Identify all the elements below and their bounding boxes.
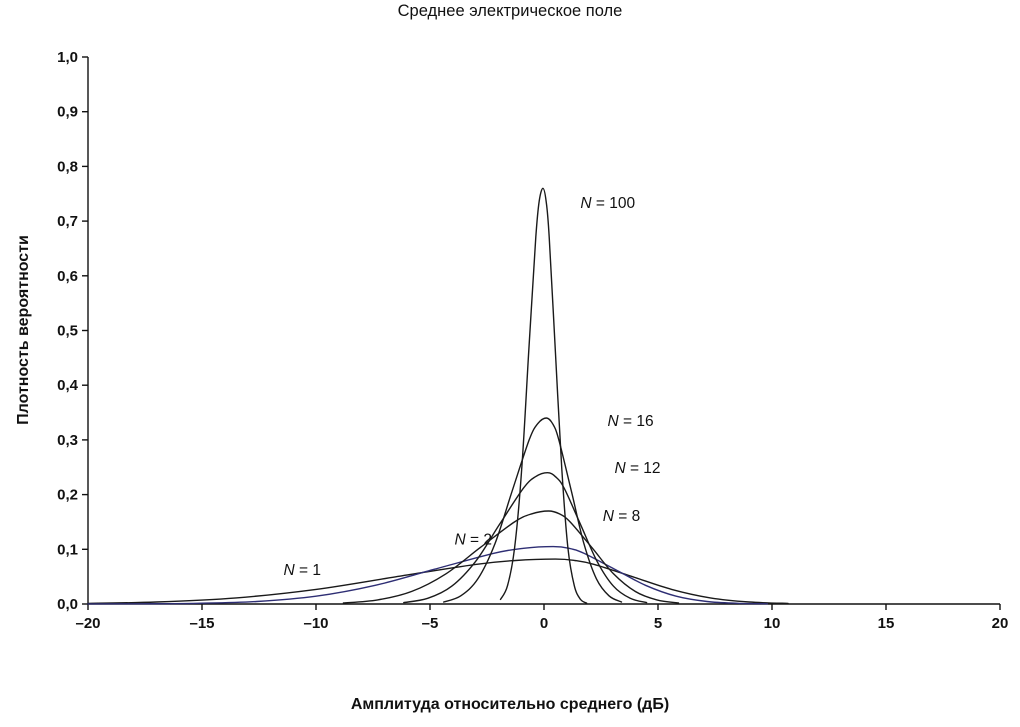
y-tick-label: 0,4 <box>57 377 79 394</box>
curve-label-N-symbol: N <box>614 460 626 477</box>
y-tick-label: 0,8 <box>57 158 78 175</box>
curve-label-N-12: N = 12 <box>614 460 660 477</box>
curve-N-16 <box>443 417 623 603</box>
curve-label-value: = 8 <box>614 508 640 525</box>
x-tick-label: –5 <box>422 615 439 632</box>
x-tick-label: 0 <box>540 615 548 632</box>
curve-N-2 <box>87 545 769 605</box>
x-tick-label: –15 <box>189 615 214 632</box>
y-tick-label: 0,7 <box>57 213 78 230</box>
x-axis-title: Амплитуда относительно среднего (дБ) <box>350 696 670 713</box>
x-tick-label: 10 <box>764 615 781 632</box>
y-tick-label: 0,3 <box>57 432 78 449</box>
x-tick-label: 20 <box>992 615 1009 632</box>
curve-label-N-100: N = 100 <box>580 195 635 212</box>
curve-label-N-symbol: N <box>455 532 467 549</box>
x-tick-label: 15 <box>878 615 895 632</box>
curve-label-N-1: N = 1 <box>284 562 322 579</box>
curve-label-value: = 12 <box>626 460 661 477</box>
curve-N-12 <box>403 472 648 604</box>
x-tick-label: –10 <box>303 615 328 632</box>
curve-N-1 <box>87 558 789 605</box>
curve-label-N-16: N = 16 <box>608 413 654 430</box>
curve-label-value: = 100 <box>592 195 636 212</box>
curve-label-N-symbol: N <box>603 508 615 525</box>
y-tick-label: 0,0 <box>57 596 78 613</box>
x-tick-label: 5 <box>654 615 662 632</box>
y-tick-label: 0,5 <box>57 323 78 340</box>
y-tick-label: 1,0 <box>57 49 78 66</box>
curve-N-100 <box>499 187 588 604</box>
curve-label-N-symbol: N <box>580 195 592 212</box>
x-tick-label: –20 <box>75 615 100 632</box>
curve-label-N-symbol: N <box>608 413 620 430</box>
axis-lines <box>87 57 1000 605</box>
y-tick-label: 0,6 <box>57 268 78 285</box>
y-tick-label: 0,9 <box>57 104 78 121</box>
curve-label-value: = 2 <box>466 532 492 549</box>
curve-label-N-8: N = 8 <box>603 508 641 525</box>
y-axis-title-text: Плотность вероятности <box>15 235 32 425</box>
curve-N-8 <box>342 510 680 604</box>
curve-label-N-symbol: N <box>284 562 296 579</box>
y-tick-label: 0,2 <box>57 487 78 504</box>
curve-label-value: = 16 <box>619 413 654 430</box>
y-tick-label: 0,1 <box>57 541 78 558</box>
chart-title: Среднее электрическое поле <box>397 2 623 20</box>
curve-label-value: = 1 <box>295 562 321 579</box>
